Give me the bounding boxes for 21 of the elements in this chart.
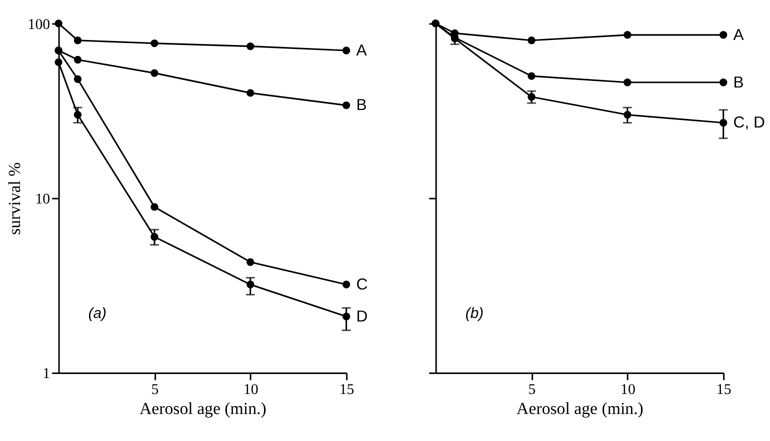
x-tick-label: 5 [528, 382, 536, 398]
y-tick-label: 100 [28, 16, 50, 33]
annotation: (b) [465, 306, 484, 322]
series-label: C [356, 276, 368, 294]
series-label: C, D [733, 114, 766, 132]
x-axis-title: Aerosol age (min.) [139, 398, 266, 418]
x-axis-title: Aerosol age (min.) [516, 398, 644, 418]
series-label: A [733, 26, 744, 44]
y-tick-label: 1 [42, 366, 50, 382]
series-label: B [733, 74, 744, 92]
series-label: B [356, 97, 367, 114]
series-label: D [356, 308, 368, 326]
x-tick-label: 15 [716, 382, 732, 398]
x-tick-label: 15 [339, 382, 354, 398]
x-tick-label: 10 [243, 382, 258, 398]
annotation: (a) [88, 306, 107, 322]
y-axis-title: survival % [4, 162, 24, 235]
x-tick-label: 5 [151, 382, 159, 398]
x-tick-label: 10 [620, 382, 636, 398]
series-label: A [356, 42, 368, 60]
y-tick-label: 10 [35, 192, 50, 208]
